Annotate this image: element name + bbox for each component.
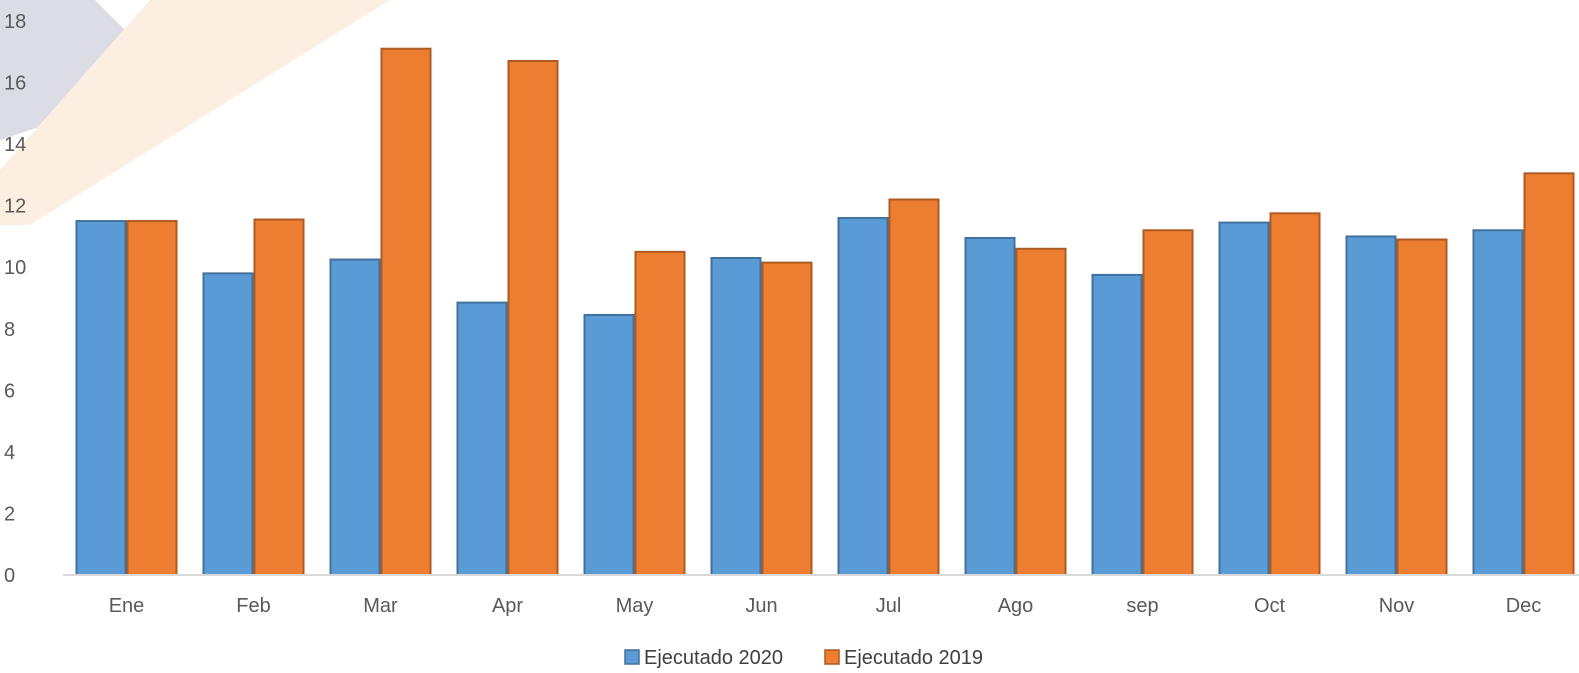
x-tick-label: Ene: [109, 595, 145, 617]
bar-ejecutado-2019: [507, 60, 559, 577]
y-tick-label: 2: [4, 503, 15, 525]
bar-ejecutado-2020: [837, 216, 889, 576]
x-tick-label: Apr: [492, 595, 523, 617]
bar-ejecutado-2019: [1015, 247, 1067, 576]
bar-ejecutado-2020: [964, 236, 1016, 576]
watermark-orange-chevron: [0, 0, 390, 225]
y-tick-label: 16: [4, 73, 26, 95]
y-tick-label: 10: [4, 257, 26, 279]
legend-label: Ejecutado 2019: [844, 647, 983, 669]
bar-ejecutado-2020: [1218, 221, 1270, 576]
bar-ejecutado-2020: [710, 256, 762, 576]
bar-ejecutado-2019: [634, 250, 686, 576]
bar-ejecutado-2020: [1091, 273, 1143, 576]
watermark-gray-chevron: [0, 0, 135, 140]
bar-ejecutado-2020: [583, 313, 635, 576]
legend-swatch: [824, 649, 840, 665]
bar-series: [75, 47, 1575, 577]
x-axis-tick-labels: Ene Feb Mar Apr May Jun Jul Ago sep Oct Nov Dec: [109, 595, 1542, 617]
bar-ejecutado-2020: [202, 272, 254, 576]
bar-ejecutado-2019: [888, 198, 940, 576]
y-tick-label: 4: [4, 442, 15, 464]
bar-ejecutado-2019: [253, 218, 305, 576]
x-tick-label: Mar: [363, 595, 398, 617]
legend-swatch: [624, 649, 640, 665]
x-tick-label: Nov: [1379, 595, 1415, 617]
y-tick-label: 12: [4, 196, 26, 218]
bar-ejecutado-2019: [1523, 172, 1575, 576]
background-watermark: [0, 0, 390, 225]
y-axis-tick-labels: 0 2 4 6 8 10 12 14 16 18: [4, 11, 26, 587]
bar-ejecutado-2020: [75, 220, 127, 577]
bar-ejecutado-2020: [1345, 235, 1397, 576]
x-tick-label: Jul: [876, 595, 902, 617]
bar-ejecutado-2020: [456, 301, 508, 576]
x-tick-label: Jun: [745, 595, 777, 617]
bar-ejecutado-2019: [380, 47, 432, 576]
y-tick-label: 14: [4, 134, 26, 156]
bar-ejecutado-2019: [1269, 212, 1321, 576]
bar-ejecutado-2020: [1472, 229, 1524, 577]
x-tick-label: May: [616, 595, 654, 617]
bar-ejecutado-2019: [126, 220, 178, 577]
legend-label: Ejecutado 2020: [644, 647, 783, 669]
x-tick-label: Feb: [236, 595, 270, 617]
y-tick-label: 18: [4, 11, 26, 33]
x-tick-label: Ago: [998, 595, 1034, 617]
x-tick-label: Dec: [1506, 595, 1542, 617]
y-tick-label: 0: [4, 565, 15, 587]
x-tick-label: sep: [1126, 595, 1158, 617]
bar-ejecutado-2019: [1396, 238, 1448, 576]
x-tick-label: Oct: [1254, 595, 1286, 617]
bar-ejecutado-2020: [329, 258, 381, 576]
y-tick-label: 8: [4, 319, 15, 341]
bar-ejecutado-2019: [1142, 229, 1194, 577]
legend: Ejecutado 2020 Ejecutado 2019: [624, 647, 983, 669]
bar-ejecutado-2019: [761, 261, 813, 576]
y-tick-label: 6: [4, 380, 15, 402]
